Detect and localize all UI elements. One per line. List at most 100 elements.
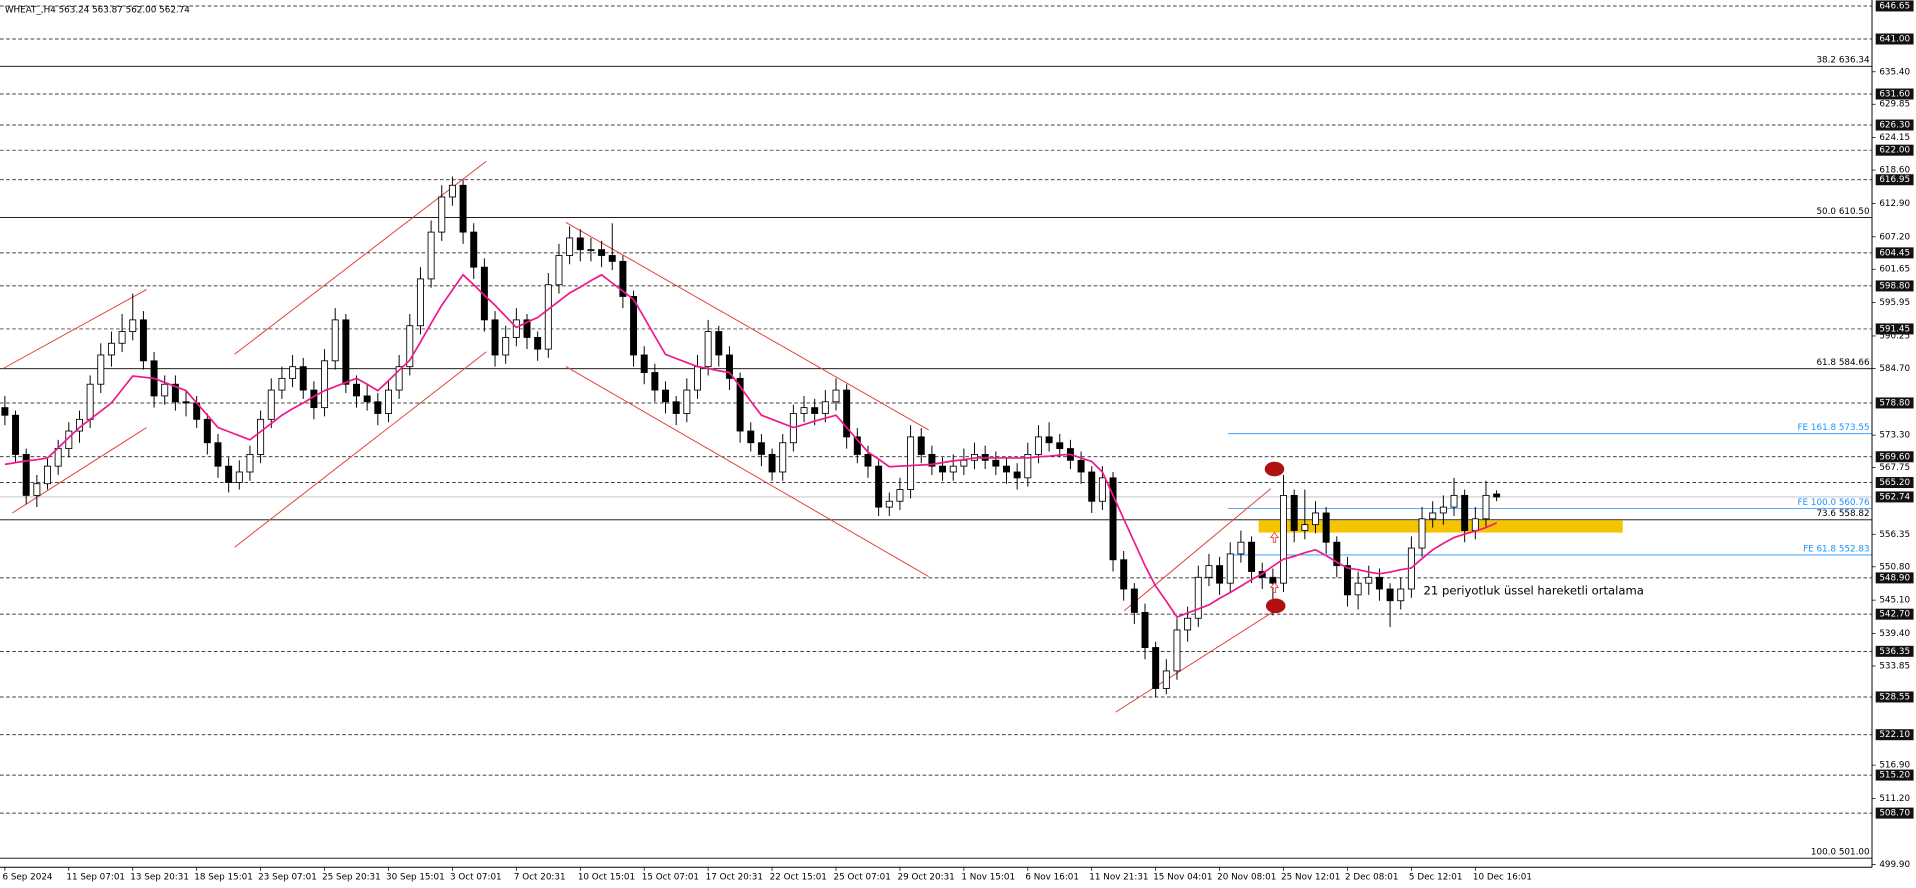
drawings	[2, 160, 1281, 713]
candle-body	[779, 442, 787, 473]
candle-body	[566, 237, 574, 256]
price-box	[1875, 807, 1914, 819]
candle-body	[1109, 477, 1117, 561]
x-tick-label: 1 Nov 15:01	[961, 873, 1015, 883]
candle-body	[768, 454, 776, 473]
x-tick-label: 17 Oct 20:31	[706, 873, 763, 883]
y-tick-label: 629.85	[1879, 100, 1910, 110]
x-tick-label: 15 Nov 04:01	[1153, 873, 1212, 883]
annotation: 21 periyotluk üssel hareketli ortalama	[1424, 584, 1644, 598]
candle-body	[246, 454, 254, 473]
candle-body	[1386, 588, 1394, 602]
level-label: 591.45	[1879, 324, 1910, 334]
candle-body	[811, 407, 819, 414]
candle-body	[502, 336, 510, 356]
candle-body	[1088, 471, 1096, 502]
y-tick-label: 556.35	[1879, 530, 1910, 540]
candle-body	[54, 448, 62, 467]
candle-body	[480, 266, 488, 321]
candle-body	[1130, 588, 1138, 613]
y-tick-label: 539.40	[1879, 629, 1910, 639]
candle-body	[1418, 518, 1426, 549]
x-tick-label: 25 Sep 20:31	[322, 873, 381, 883]
channel-line	[1123, 488, 1272, 612]
price-box	[1875, 769, 1914, 781]
candle-body	[1216, 565, 1224, 584]
level-label: 565.20	[1879, 478, 1910, 488]
candle-body	[1301, 524, 1309, 531]
candle-body	[406, 325, 414, 368]
arrow-icon	[1269, 581, 1280, 593]
x-tick-label: 25 Nov 12:01	[1281, 873, 1340, 883]
candle-body	[928, 454, 936, 467]
level-label: 641.00	[1879, 35, 1910, 45]
candle-body	[630, 296, 638, 356]
candle-body	[267, 389, 275, 420]
x-tick-label: 10 Oct 15:01	[578, 873, 635, 883]
fib-label: 61.8 584.66	[1816, 358, 1869, 368]
candle-body	[331, 319, 339, 362]
candle-body	[171, 383, 179, 403]
candle-body	[1024, 454, 1032, 479]
candle-body	[33, 483, 41, 496]
x-tick-label: 13 Sep 20:31	[130, 873, 189, 883]
price-box	[1875, 280, 1914, 292]
x-tick-label: 15 Oct 07:01	[642, 873, 699, 883]
candle-body	[896, 489, 904, 502]
y-tick-label: 511.20	[1879, 794, 1910, 804]
candle-body	[598, 249, 606, 256]
candle-body	[939, 465, 947, 473]
candle-body	[235, 471, 243, 483]
level-label: 622.00	[1879, 146, 1910, 156]
candle-body	[992, 459, 1000, 467]
level-label: 548.90	[1879, 573, 1910, 583]
candle-body	[1034, 436, 1042, 455]
level-label: 631.60	[1879, 90, 1910, 100]
y-tick-label: 550.80	[1879, 562, 1910, 572]
candle-body	[694, 366, 701, 391]
candle-body	[662, 389, 669, 403]
level-label: 626.30	[1879, 121, 1910, 131]
level-label: 542.70	[1879, 610, 1910, 620]
price-box	[1875, 88, 1914, 100]
y-tick-label: 635.40	[1879, 67, 1910, 77]
candle-body	[715, 331, 723, 356]
candle-body	[885, 500, 893, 508]
price-box	[1875, 572, 1914, 584]
candle-body	[448, 184, 456, 198]
x-tick-label: 5 Dec 12:01	[1409, 873, 1462, 883]
x-tick-label: 30 Sep 15:01	[386, 873, 445, 883]
candle-body	[1280, 494, 1288, 584]
x-tick-label: 25 Oct 07:01	[834, 873, 891, 883]
levels-layer: 38.2 636.34 50.0 610.50 61.8 584.66 73.6 55…	[0, 5, 1873, 859]
x-tick-label: 6 Sep 2024	[2, 873, 52, 883]
support-zone	[1258, 520, 1623, 533]
candle-body	[555, 255, 563, 286]
candle-body	[107, 342, 115, 356]
level-label: 522.10	[1879, 730, 1910, 740]
candle-body	[1397, 588, 1405, 602]
level-label: 604.45	[1879, 248, 1910, 258]
candle-body	[736, 377, 744, 432]
candle-body	[875, 465, 883, 508]
candle-body	[129, 319, 137, 332]
level-label: 536.35	[1879, 647, 1910, 657]
candle-body	[1375, 576, 1383, 590]
y-tick-label: 618.60	[1879, 166, 1910, 176]
arrow-icon	[1269, 531, 1280, 543]
candle-body	[214, 442, 222, 467]
channel-line	[234, 351, 487, 548]
x-tick-label: 2 Dec 08:01	[1345, 873, 1398, 883]
candle-body	[512, 319, 520, 338]
candle-body	[1098, 477, 1106, 502]
y-tick-label: 545.10	[1879, 596, 1910, 606]
candle-body	[576, 237, 584, 251]
level-label: 616.95	[1879, 175, 1910, 185]
candle-body	[374, 401, 382, 414]
candle-body	[1237, 541, 1245, 555]
candle-body	[86, 383, 94, 420]
x-tick-label: 11 Sep 07:01	[66, 873, 125, 883]
candle-body	[416, 278, 424, 327]
candle-body	[1248, 541, 1256, 572]
